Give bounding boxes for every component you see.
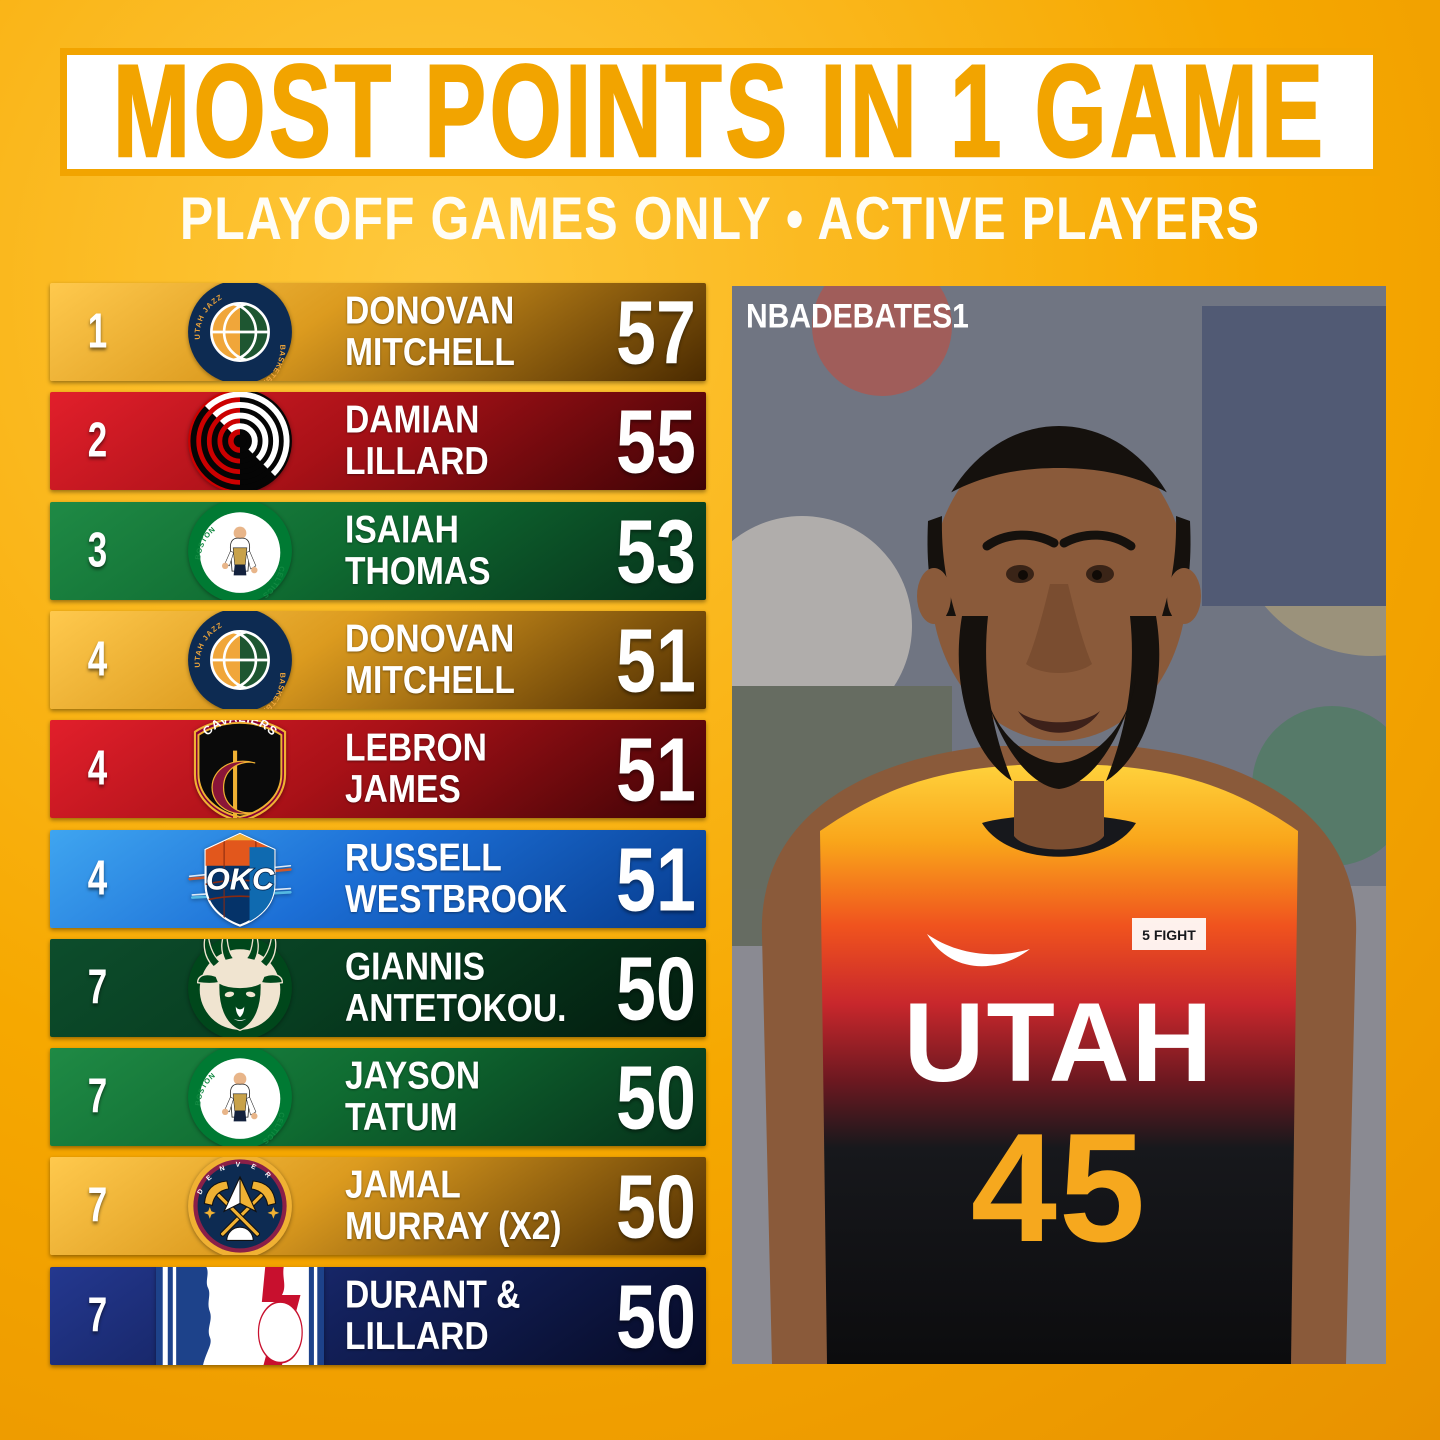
- svg-text:45: 45: [971, 1101, 1147, 1274]
- svg-text:5 FIGHT: 5 FIGHT: [1142, 927, 1196, 943]
- svg-text:OKC: OKC: [206, 861, 275, 896]
- svg-text:UTAH: UTAH: [904, 980, 1215, 1105]
